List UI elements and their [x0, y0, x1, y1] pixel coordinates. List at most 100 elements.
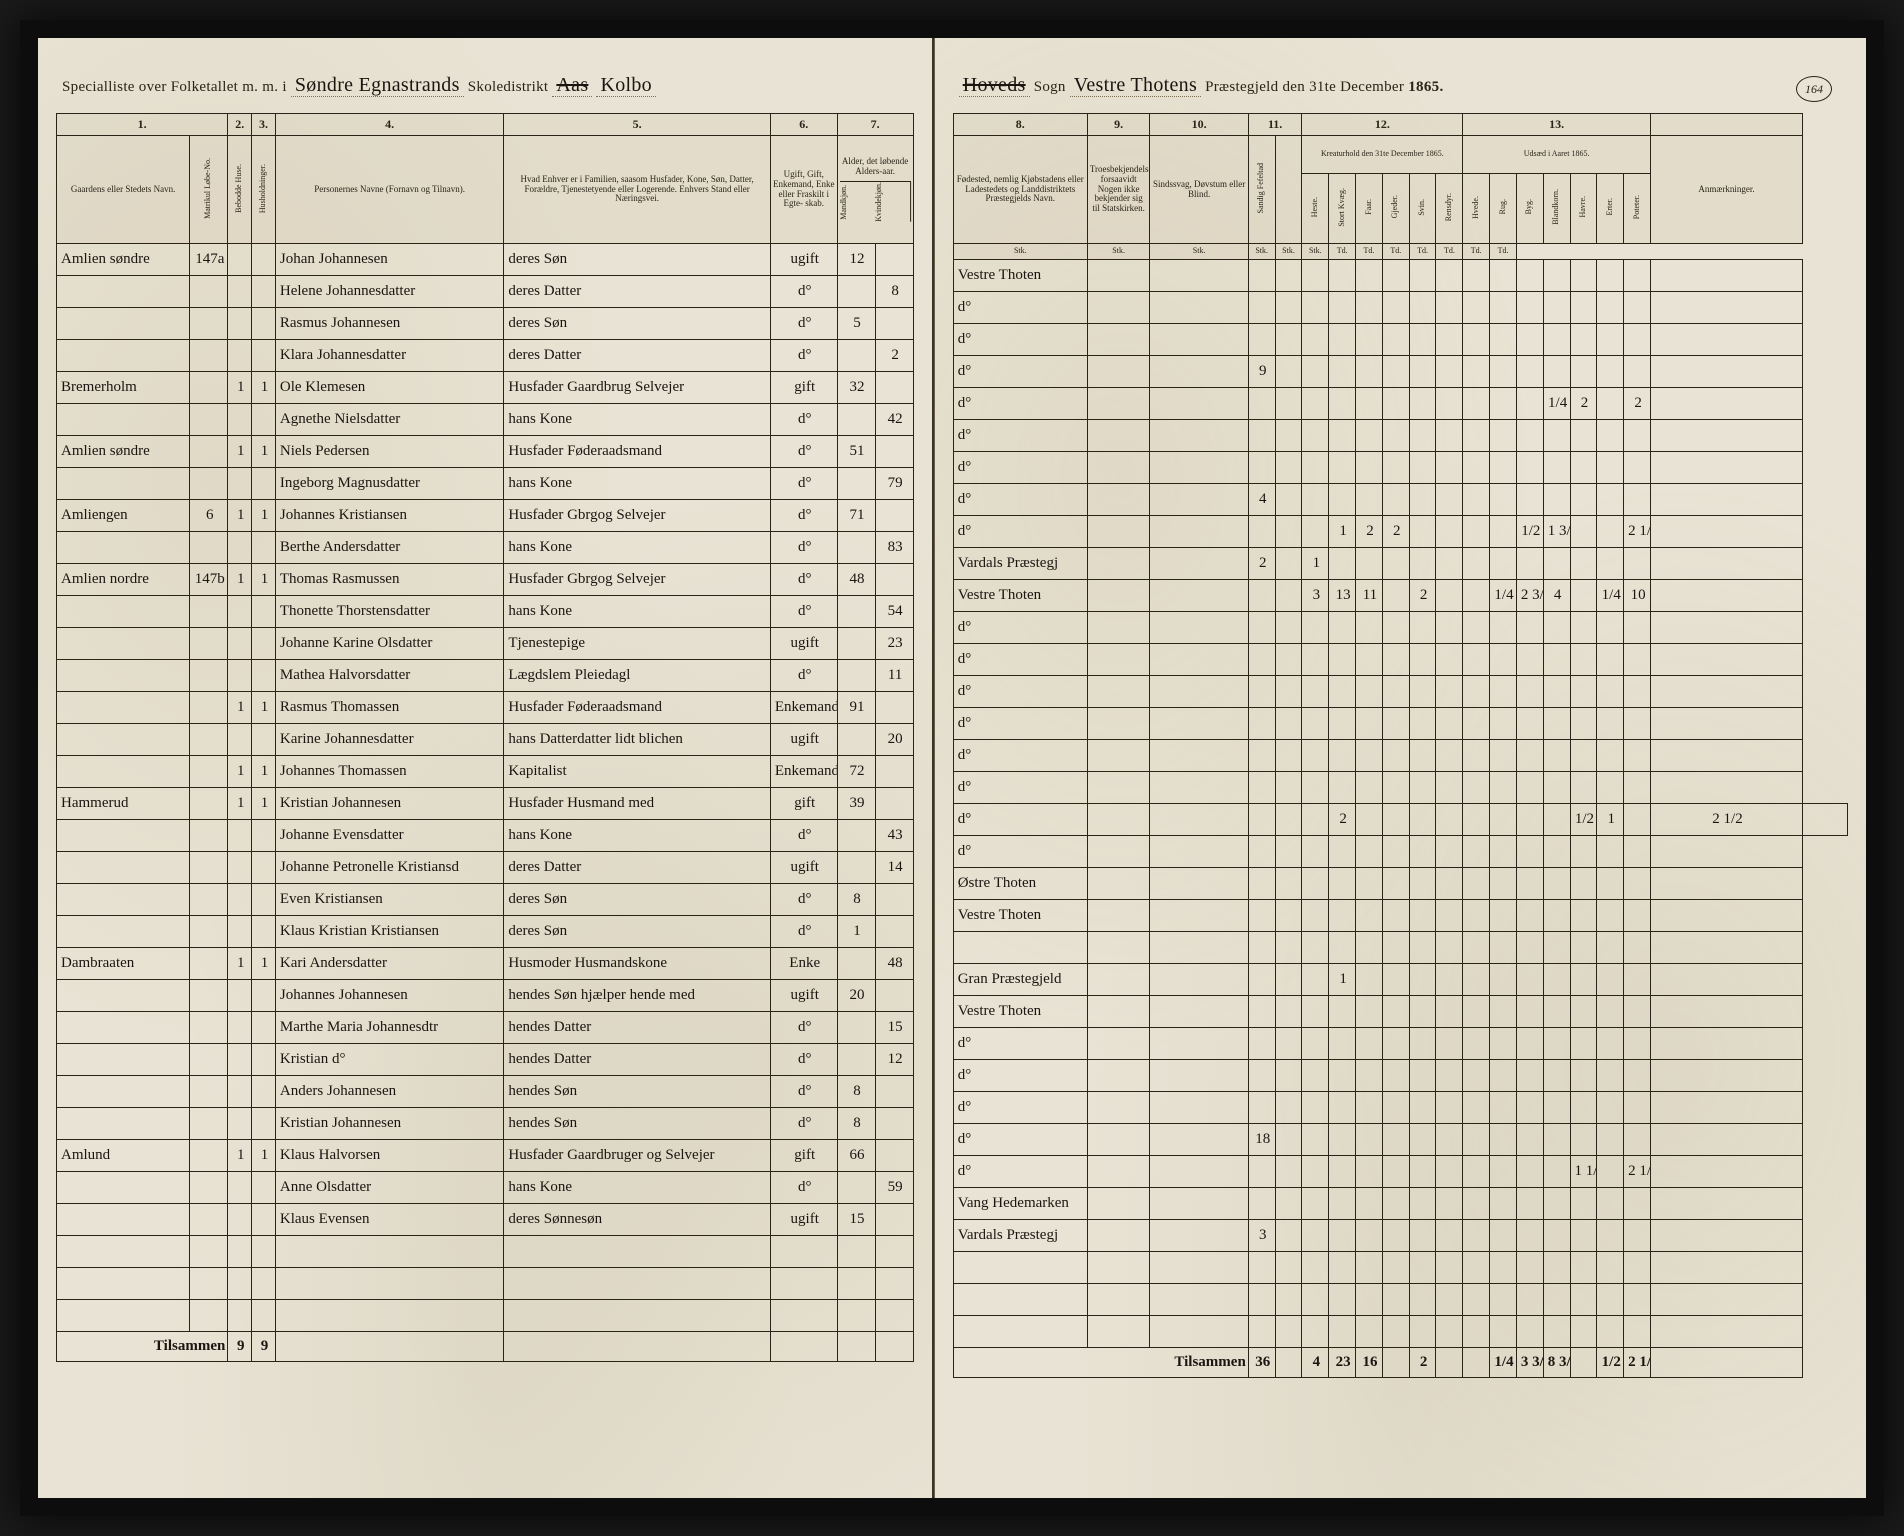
table-row: d°	[953, 292, 1847, 324]
table-row	[953, 932, 1847, 964]
col-5: 5.	[504, 114, 771, 136]
table-row: Klaus Kristian Kristiansenderes Sønd°1	[57, 916, 914, 948]
subhead: Rensdyr.	[1445, 193, 1454, 221]
tilsammen-left: Tilsammen 9 9	[57, 1332, 914, 1362]
table-row: Klaus Evensenderes Sønnesønugift15	[57, 1204, 914, 1236]
table-row: Gran Præstegjeld1	[953, 964, 1847, 996]
head-navne: Personernes Navne (Fornavn og Tilnavn).	[275, 136, 503, 244]
subhead: Erter.	[1606, 198, 1615, 216]
subhead: Hvede.	[1472, 196, 1481, 219]
head-kreatur: Kreaturhold den 31te December 1865.	[1302, 136, 1463, 174]
subhead: Svin.	[1418, 199, 1427, 216]
table-row: Amliengen611Johannes KristiansenHusfader…	[57, 500, 914, 532]
table-row: Amlien nordre147b11Thomas RasmussenHusfa…	[57, 564, 914, 596]
col-10: 10.	[1150, 114, 1248, 136]
table-row	[57, 1268, 914, 1300]
table-row: Amlien søndre11Niels PedersenHusfader Fø…	[57, 436, 914, 468]
left-table: 1. 2. 3. 4. 5. 6. 7. Gaardens eller Sted…	[56, 113, 914, 1362]
left-page-title: Specialliste over Folketallet m. m. i Sø…	[62, 74, 914, 97]
head-matrikul: Matrikul Løbe-No.	[204, 158, 213, 219]
table-row: Vestre Thoten	[953, 260, 1847, 292]
head-fodested: Fødested, nemlig Kjøbstadens eller Lades…	[953, 136, 1087, 244]
table-row: 11Rasmus ThomassenHusfader Føderaadsmand…	[57, 692, 914, 724]
subhead: Stort Kvæg.	[1338, 188, 1347, 227]
table-row: Agnethe Nielsdatterhans Koned°42	[57, 404, 914, 436]
head-egte: Ugift, Gift, Enkemand, Enke eller Fraski…	[770, 136, 837, 244]
table-row: d°	[953, 1092, 1847, 1124]
table-row: d°	[953, 772, 1847, 804]
table-row: d°	[953, 836, 1847, 868]
subhead: Rug.	[1499, 199, 1508, 214]
table-row: Anne Olsdatterhans Koned°59	[57, 1172, 914, 1204]
table-row: Vestre Thoten	[953, 900, 1847, 932]
table-row: d°	[953, 1028, 1847, 1060]
table-row: Vang Hedemarken	[953, 1188, 1847, 1220]
table-row: Johanne Petronelle Kristiansdderes Datte…	[57, 852, 914, 884]
col-13: 13.	[1463, 114, 1651, 136]
table-row: Kristian d°hendes Datterd°12	[57, 1044, 914, 1076]
head-huse: Bebodde Huse.	[235, 164, 244, 213]
table-row: Johannes Johannesenhendes Søn hjælper he…	[57, 980, 914, 1012]
table-row: Johanne Karine OlsdatterTjenestepigeugif…	[57, 628, 914, 660]
head-familie: Hvad Enhver er i Familien, saasom Husfad…	[504, 136, 771, 244]
table-row: d°	[953, 708, 1847, 740]
table-row: Klara Johannesdatterderes Datterd°2	[57, 340, 914, 372]
subhead: Gjeder.	[1391, 195, 1400, 218]
table-row: d°1 1/42 1/2	[953, 1156, 1847, 1188]
col-2: 2.	[228, 114, 252, 136]
table-row: Berthe Andersdatterhans Koned°83	[57, 532, 914, 564]
head-11a: Sandig Fefeltad	[1257, 163, 1266, 213]
table-row: d°9	[953, 356, 1847, 388]
table-row: Hammerud11Kristian JohannesenHusfader Hu…	[57, 788, 914, 820]
table-row: Bremerholm11Ole KlemesenHusfader Gaardbr…	[57, 372, 914, 404]
table-row: d°	[953, 1060, 1847, 1092]
table-row: d°21/212 1/2	[953, 804, 1847, 836]
table-row: Karine Johannesdatterhans Datterdatter l…	[57, 724, 914, 756]
col-11: 11.	[1248, 114, 1302, 136]
head-gaard: Gaardens eller Stedets Navn.	[57, 136, 190, 244]
table-row: d°4	[953, 484, 1847, 516]
table-row: d°	[953, 740, 1847, 772]
table-row: Amlien søndre147aJohan Johannesenderes S…	[57, 244, 914, 276]
head-troes: Troesbekjendelse, forsaavidt Nogen ikke …	[1087, 136, 1150, 244]
table-row: d°1/422	[953, 388, 1847, 420]
table-row: Rasmus Johannesenderes Sønd°5	[57, 308, 914, 340]
table-row: 11Johannes ThomassenKapitalistEnkemand72	[57, 756, 914, 788]
col-4: 4.	[275, 114, 503, 136]
col-3: 3.	[252, 114, 276, 136]
col-1: 1.	[57, 114, 228, 136]
table-row: Mathea HalvorsdatterLægdslem Pleiedagld°…	[57, 660, 914, 692]
table-row: Anders Johannesenhendes Sønd°8	[57, 1076, 914, 1108]
subhead: Poteter.	[1633, 195, 1642, 219]
table-row: Even Kristiansenderes Sønd°8	[57, 884, 914, 916]
head-sinds: Sindssvag, Døvstum eller Blind.	[1150, 136, 1248, 244]
table-row: d°	[953, 644, 1847, 676]
table-row: d°	[953, 324, 1847, 356]
table-row: Dambraaten11Kari AndersdatterHusmoder Hu…	[57, 948, 914, 980]
col-7: 7.	[837, 114, 913, 136]
head-anm: Anmærkninger.	[1650, 136, 1802, 244]
subhead: Heste.	[1311, 197, 1320, 217]
table-row	[953, 1284, 1847, 1316]
table-row: Helene Johannesdatterderes Datterd°8	[57, 276, 914, 308]
folio-number: 164	[1796, 76, 1832, 102]
table-row: Vestre Thoten3131121/42 3/441/410	[953, 580, 1847, 612]
right-page: 164 Hoveds Sogn Vestre Thotens Præstegje…	[934, 38, 1866, 1498]
table-row: Kristian Johannesenhendes Sønd°8	[57, 1108, 914, 1140]
table-row: Thonette Thorstensdatterhans Koned°54	[57, 596, 914, 628]
table-row: d°	[953, 452, 1847, 484]
table-row: Marthe Maria Johannesdtrhendes Datterd°1…	[57, 1012, 914, 1044]
subhead: Faar.	[1365, 199, 1374, 215]
col-6: 6.	[770, 114, 837, 136]
col-9: 9.	[1087, 114, 1150, 136]
table-row: Johanne Evensdatterhans Koned°43	[57, 820, 914, 852]
table-row: Vardals Præstegj3	[953, 1220, 1847, 1252]
col-8: 8.	[953, 114, 1087, 136]
table-row: Vardals Præstegj21	[953, 548, 1847, 580]
col-12: 12.	[1302, 114, 1463, 136]
table-row: d°	[953, 420, 1847, 452]
subhead: Blandkorn.	[1552, 189, 1561, 225]
table-row: Østre Thoten	[953, 868, 1847, 900]
head-alder: Alder, det løbende Alders-aar. Mandkjøn.…	[837, 136, 913, 244]
table-row: Vestre Thoten	[953, 996, 1847, 1028]
